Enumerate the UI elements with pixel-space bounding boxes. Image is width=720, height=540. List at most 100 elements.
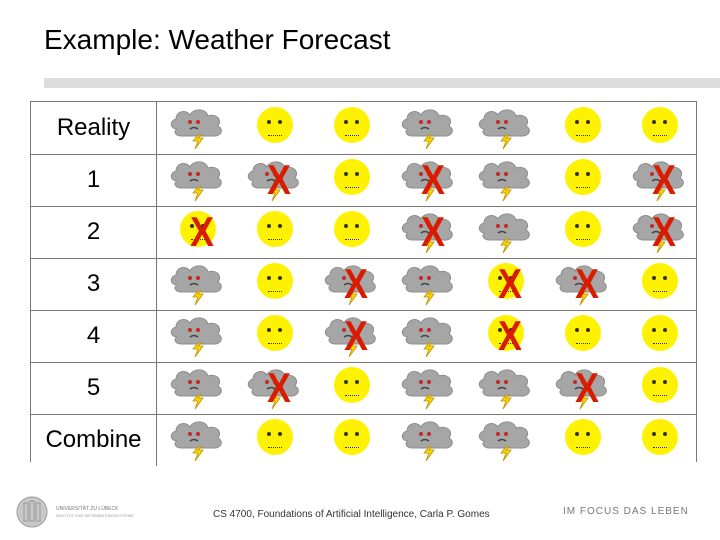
weather-cell [237,414,314,466]
smiling-sun-icon [642,263,678,299]
storm-cloud-icon [478,421,530,462]
weather-cell [545,414,622,466]
smiling-sun-icon [642,419,678,455]
sun-mouth [499,338,513,344]
storm-cloud-icon [401,369,453,410]
weather-cell [160,362,237,414]
error-x-mark: X [267,364,291,411]
storm-cloud-icon [170,109,222,150]
smiling-sun-icon [565,107,601,143]
weather-cell: X [314,258,391,310]
smiling-sun-icon [334,107,370,143]
smiling-sun-icon [257,315,293,351]
logo-text-line2: INSTITUT FÜR INFORMATIONSSYSTEME [56,513,134,518]
weather-cell: X [237,154,314,206]
sun-mouth [268,442,282,448]
storm-cloud-icon [555,265,607,306]
storm-cloud-icon [401,161,453,202]
error-x-mark: X [421,208,445,255]
error-x-mark: X [498,260,522,307]
weather-cell [160,102,237,154]
weather-cell [160,414,237,466]
weather-cell [468,102,545,154]
weather-cell [314,362,391,414]
sun-mouth [345,130,359,136]
storm-cloud-icon [401,213,453,254]
weather-cell [545,102,622,154]
weather-cell: X [622,154,699,206]
weather-cell [237,258,314,310]
weather-cell: X [622,206,699,258]
error-x-mark: X [190,208,214,255]
error-x-mark: X [421,156,445,203]
weather-cell [468,362,545,414]
row-label: 5 [31,362,157,414]
forecast-row: 4 X X [31,310,696,363]
weather-cell [545,206,622,258]
storm-cloud-icon [401,317,453,358]
sun-mouth [653,390,667,396]
weather-cell [622,414,699,466]
smiling-sun-icon [334,159,370,195]
smiling-sun-icon [334,367,370,403]
smiling-sun-icon [565,315,601,351]
smiling-sun-icon [334,211,370,247]
smiling-sun-icon [257,211,293,247]
weather-cell [391,362,468,414]
storm-cloud-icon [401,421,453,462]
weather-cell [468,154,545,206]
weather-cell [314,154,391,206]
error-x-mark: X [344,312,368,359]
forecast-row: 3 X X X [31,258,696,311]
storm-cloud-icon [632,213,684,254]
forecast-table: Reality 1 X X X 2 X X X 3 X X X 4 X X 5 X X Combine [30,101,699,466]
weather-cell: X [545,258,622,310]
storm-cloud-icon [478,213,530,254]
weather-cell [622,362,699,414]
storm-cloud-icon [170,369,222,410]
forecast-row: Combine [31,414,696,466]
storm-cloud-icon [247,369,299,410]
sun-mouth [576,182,590,188]
sun-mouth [653,442,667,448]
storm-cloud-icon [324,265,376,306]
storm-cloud-icon [555,369,607,410]
smiling-sun-icon [642,367,678,403]
weather-cell [391,258,468,310]
error-x-mark: X [498,312,522,359]
smiling-sun-icon [488,263,524,299]
smiling-sun-icon [565,211,601,247]
sun-mouth [653,130,667,136]
weather-cell [391,414,468,466]
storm-cloud-icon [401,265,453,306]
row-label: Combine [31,414,157,466]
weather-cell [622,310,699,362]
sun-mouth [268,234,282,240]
weather-cell: X [160,206,237,258]
error-x-mark: X [575,260,599,307]
storm-cloud-icon [478,161,530,202]
sun-mouth [576,338,590,344]
storm-cloud-icon [170,317,222,358]
smiling-sun-icon [257,107,293,143]
sun-mouth [268,338,282,344]
storm-cloud-icon [632,161,684,202]
error-x-mark: X [267,156,291,203]
sun-mouth [499,286,513,292]
error-x-mark: X [344,260,368,307]
storm-cloud-icon [170,161,222,202]
smiling-sun-icon [257,263,293,299]
sun-mouth [268,286,282,292]
weather-cell [545,154,622,206]
weather-cell [237,310,314,362]
error-x-mark: X [652,208,676,255]
row-label: 1 [31,154,157,206]
forecast-row: Reality [31,102,696,155]
sun-mouth [576,130,590,136]
sun-mouth [576,442,590,448]
storm-cloud-icon [247,161,299,202]
row-label: 4 [31,310,157,362]
storm-cloud-icon [478,109,530,150]
weather-cell [468,414,545,466]
